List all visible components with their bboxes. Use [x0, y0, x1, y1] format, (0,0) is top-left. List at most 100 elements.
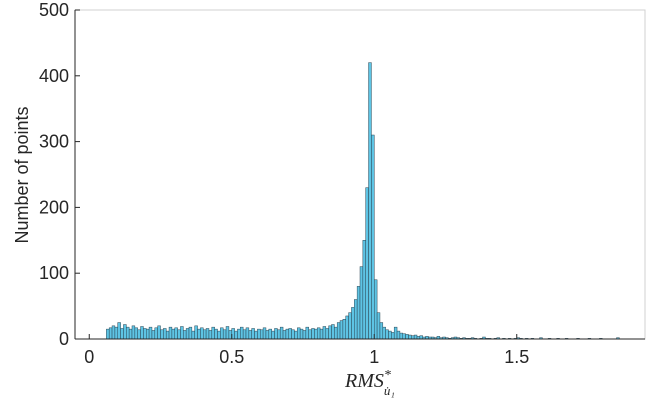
bar	[282, 330, 287, 340]
bar	[160, 329, 164, 340]
bar	[319, 328, 324, 340]
bar	[299, 328, 304, 340]
bar	[205, 328, 210, 340]
bar	[402, 333, 406, 340]
bar	[408, 334, 412, 340]
y-tick-label: 100	[39, 263, 69, 283]
bar	[405, 334, 409, 340]
bar	[260, 329, 264, 340]
bar	[413, 334, 418, 340]
bar	[208, 330, 213, 340]
bar	[314, 328, 318, 340]
bar	[242, 329, 247, 340]
x-tick-label: 0	[84, 347, 94, 367]
bar	[371, 134, 375, 340]
bar	[217, 330, 221, 340]
bar	[288, 328, 292, 340]
bar	[240, 326, 244, 340]
bar	[294, 330, 298, 340]
bar	[111, 325, 116, 340]
bar	[123, 324, 127, 340]
y-tick-label: 0	[59, 329, 69, 349]
bar	[291, 329, 295, 340]
bar	[177, 329, 181, 340]
bar	[131, 325, 136, 340]
bar	[251, 328, 255, 340]
bar	[120, 328, 124, 340]
bar	[234, 330, 238, 340]
bar	[183, 330, 187, 340]
x-tick-label: 1	[369, 347, 379, 367]
bar	[148, 326, 153, 340]
bar	[225, 326, 230, 340]
x-tick-label: 1.5	[504, 347, 529, 367]
bar	[302, 330, 307, 340]
bar	[126, 326, 130, 340]
bar	[305, 326, 309, 340]
bar	[154, 327, 158, 340]
bar	[297, 327, 301, 340]
bar	[194, 325, 198, 340]
bar	[106, 328, 110, 340]
bar	[248, 330, 252, 340]
bar	[262, 327, 267, 340]
bar	[203, 329, 207, 340]
bar	[399, 332, 403, 340]
bar	[117, 322, 121, 340]
bar	[342, 319, 346, 340]
bar	[245, 327, 250, 340]
y-tick-label: 300	[39, 132, 69, 152]
bar	[317, 327, 321, 340]
bar	[197, 328, 201, 340]
bar	[336, 322, 341, 340]
bar	[274, 328, 278, 340]
bar	[339, 320, 344, 340]
bar	[174, 327, 178, 340]
bar	[157, 325, 161, 340]
bar	[222, 329, 227, 340]
bar	[354, 299, 358, 340]
bar	[331, 324, 335, 340]
bar	[379, 322, 384, 340]
bar	[257, 328, 261, 340]
bar	[114, 326, 119, 340]
bar	[393, 326, 398, 340]
bar	[382, 326, 386, 340]
bar	[168, 326, 173, 340]
bar	[180, 326, 184, 340]
bar	[108, 327, 113, 340]
bar	[348, 312, 352, 340]
x-axis-label: RMS* u̇₁	[344, 368, 395, 398]
bar	[311, 328, 315, 340]
bar	[146, 328, 150, 340]
bar	[325, 328, 329, 340]
bar	[271, 330, 275, 340]
bar	[328, 325, 332, 340]
bar	[143, 328, 147, 340]
bar	[345, 315, 349, 340]
bar	[396, 330, 401, 340]
bar	[134, 327, 138, 340]
bar	[277, 329, 281, 340]
bar	[279, 326, 284, 340]
bar	[128, 328, 133, 340]
bar	[211, 326, 215, 340]
x-tick-label: 0.5	[219, 347, 244, 367]
y-axis-label: Number of points	[12, 106, 32, 243]
bar	[165, 330, 170, 340]
bar	[359, 266, 364, 340]
y-tick-label: 400	[39, 66, 69, 86]
bar	[365, 187, 369, 340]
bar	[171, 328, 175, 340]
bar	[362, 240, 366, 340]
bar	[308, 329, 312, 340]
bar	[185, 328, 190, 340]
bar	[285, 328, 289, 340]
bar	[334, 326, 338, 340]
bar	[191, 330, 195, 340]
bar	[391, 332, 395, 340]
bar	[254, 330, 258, 340]
bar	[268, 328, 272, 340]
bar	[322, 326, 327, 340]
bar	[374, 279, 378, 340]
